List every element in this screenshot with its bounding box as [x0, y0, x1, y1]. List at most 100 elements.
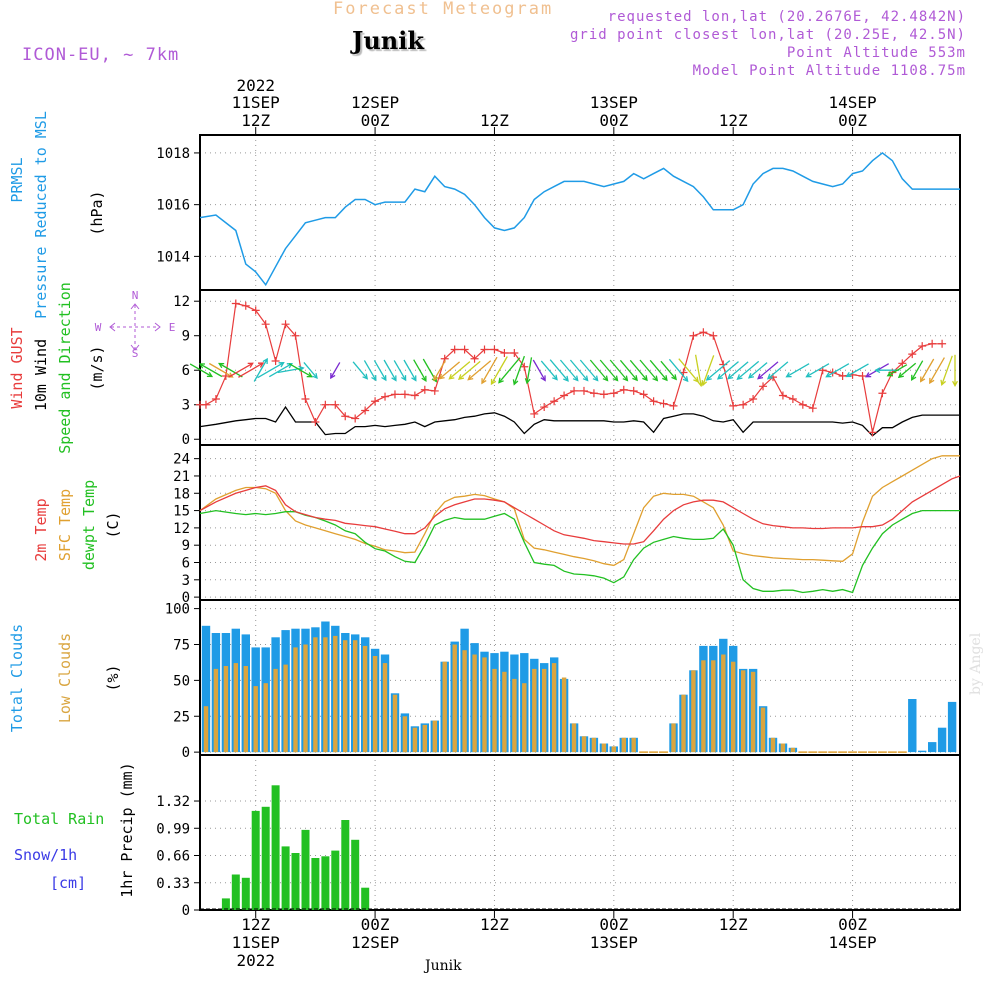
wind-arrow-head [602, 375, 609, 382]
rain-bar [301, 829, 310, 910]
low-cloud-bar [412, 727, 418, 753]
wind-arrow-shaft [678, 358, 699, 383]
wind-arrow-shaft [599, 359, 618, 381]
wind-arrow-head [218, 362, 225, 369]
wind-arrow-shaft [458, 360, 481, 380]
wind-gust-marker [898, 359, 907, 368]
wind-gust-marker [281, 320, 290, 329]
wind-arrow [668, 358, 689, 383]
low-cloud-bar [581, 736, 587, 753]
low-cloud-bar [512, 678, 517, 753]
wind-arrow-shaft [199, 363, 223, 378]
wind-gust-marker [798, 400, 807, 409]
wind-gust-marker [599, 390, 608, 399]
wind-arrow [288, 363, 313, 378]
rain-bar [221, 898, 230, 910]
wind-arrow-head [766, 373, 774, 380]
x-tick-label-top-date: 11SEP [232, 93, 280, 112]
wind-arrow [569, 359, 589, 382]
temp-unit-label: (C) [104, 511, 122, 538]
low-cloud-bar [432, 720, 437, 753]
wind-arrow-head [845, 371, 852, 378]
low-cloud-bar [741, 670, 746, 753]
low-cloud-bar [452, 644, 457, 753]
wind-arrow [303, 361, 318, 380]
wind-arrow-shaft [218, 362, 243, 378]
y-tick-label: 24 [173, 452, 190, 468]
wind-gust-marker [699, 328, 708, 337]
wind-gust-marker [838, 371, 847, 380]
wind-arrow-head [467, 374, 474, 381]
wind-arrow [579, 359, 599, 382]
wind-arrow-head [572, 375, 579, 382]
pressure-unit-label: (hPa) [88, 190, 106, 235]
wind-gust-marker [460, 345, 469, 354]
wind-arrow [701, 355, 715, 387]
pressure-line [199, 151, 960, 287]
wind-arrow-shaft [352, 361, 368, 380]
low-cloud-bar [561, 677, 567, 753]
wind-arrow-shaft [228, 362, 254, 378]
wind-arrow-head [897, 372, 904, 379]
low-cloud-bar [362, 645, 368, 753]
wind-gust-marker [251, 306, 260, 315]
wind-arrow [257, 362, 285, 379]
y-tick-label: 9 [182, 329, 190, 345]
wind-arrow [805, 363, 830, 378]
y-tick-label: 3 [182, 398, 190, 414]
wind-gust-marker [868, 428, 877, 437]
wind-gust-marker [788, 394, 797, 403]
wind-arrow-shaft [448, 361, 471, 380]
wind-arrow-shaft [433, 360, 446, 381]
low-cloud-bar [760, 707, 766, 753]
compass-west-label: W [95, 321, 102, 334]
wind-arrow [559, 359, 579, 382]
low-cloud-bar [372, 656, 378, 753]
panel-frame [199, 754, 961, 911]
low-cloud-bar [701, 660, 706, 753]
sfc-temp-line [199, 455, 960, 567]
wind-arrow-head [652, 375, 659, 382]
wind-arrow [363, 360, 377, 382]
wind-arrow-shaft [786, 363, 810, 378]
wind-arrow [929, 357, 945, 385]
y-tick-label: 1014 [156, 249, 190, 265]
wind-arrow-head [747, 372, 755, 379]
x-tick-label-top-hour: 00Z [599, 111, 628, 130]
wind-arrow [524, 357, 533, 385]
x-tick-label-top-hour: 12Z [719, 111, 748, 130]
rain-bar [241, 877, 250, 910]
low-cloud-bar [671, 723, 676, 753]
x-tick-label-bottom-hour: 00Z [599, 915, 628, 934]
wind-arrow-shaft [413, 359, 427, 382]
x-tick-label-bottom-hour: 12Z [480, 915, 509, 934]
y-tick-label: 1016 [156, 198, 190, 214]
wind-arrow-shaft [846, 363, 869, 378]
wind-gust-marker [291, 331, 300, 340]
wind-arrow [238, 362, 265, 378]
wind-gust-marker [739, 400, 748, 409]
wind-arrow-shaft [288, 363, 313, 378]
compass-south-label: S [132, 347, 139, 360]
wind-arrow [619, 359, 638, 382]
wind-arrow [393, 360, 407, 382]
wind-arrow-head [498, 377, 504, 384]
wind-gust-marker [560, 391, 569, 400]
wind-arrow-head [865, 372, 872, 378]
low-cloud-bar [571, 723, 577, 753]
low-cloud-bar [273, 668, 278, 753]
wind-arrow [886, 364, 908, 377]
wind-arrow-head [330, 372, 336, 380]
wind-arrow [512, 355, 526, 386]
rain-bar [331, 850, 340, 910]
x-tick-label-bottom-hour: 00Z [361, 915, 390, 934]
wind-arrow-head [540, 375, 546, 382]
low-cloud-bar [551, 663, 557, 753]
wind-gust-marker [450, 345, 459, 354]
wind-gust-marker [619, 385, 628, 394]
x-tick-label-bottom-date: 14SEP [828, 933, 876, 952]
low-cloud-bar [293, 647, 298, 753]
wind-arrow-head [886, 371, 893, 377]
wind-arrow [639, 359, 659, 382]
wind-arrow-shaft [619, 359, 638, 381]
